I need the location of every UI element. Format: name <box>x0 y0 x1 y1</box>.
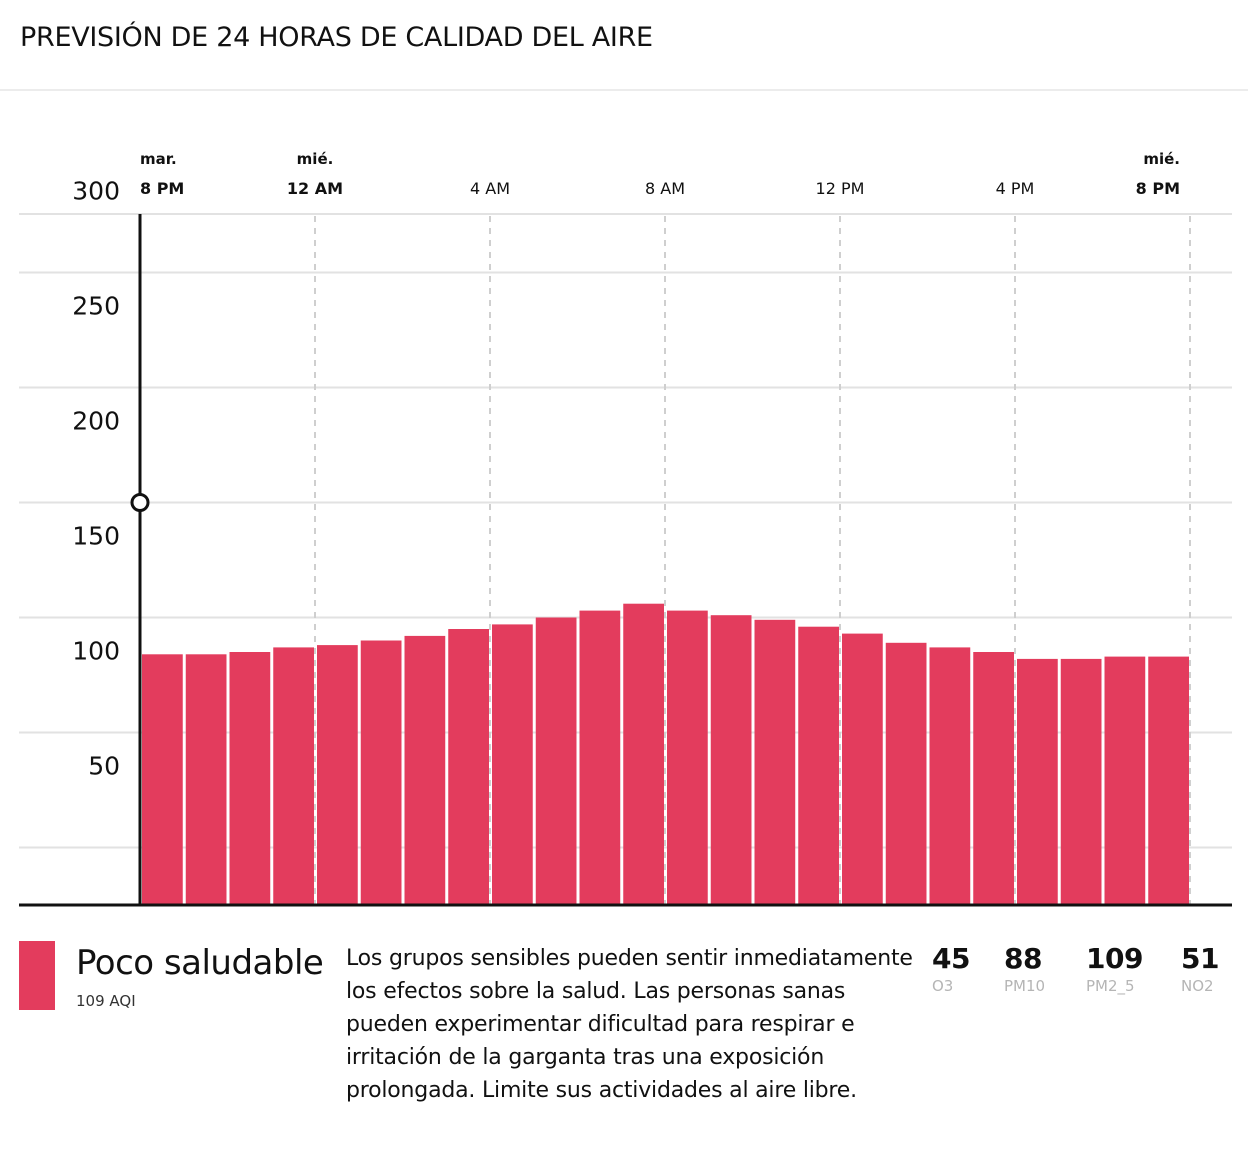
bar-4-am <box>492 624 533 905</box>
bar-1-am <box>360 640 402 905</box>
pollutant-value: 109 <box>1086 942 1143 975</box>
x-tick-day: mié. <box>297 150 334 168</box>
bar-12-am <box>317 645 358 905</box>
x-tick-day: mar. <box>140 150 177 168</box>
x-tick-time: 4 PM <box>996 179 1035 198</box>
pollutant-readouts: 45 O3 88 PM10 109 PM2_5 51 NO2 <box>0 942 1248 1022</box>
health-advice-text: Los grupos sensibles pueden sentir inmed… <box>346 946 913 1103</box>
pollutant-label: NO2 <box>1181 977 1214 995</box>
pollutant-pm10: 88 PM10 <box>1004 942 1045 995</box>
bar-7-pm <box>1148 656 1189 905</box>
y-tick-label: 50 <box>88 752 120 781</box>
bar-12-pm <box>842 633 883 905</box>
aqi-level-name: Poco saludable <box>76 943 324 983</box>
y-tick-label: 150 <box>72 522 120 551</box>
aqi-forecast-chart: 50 100 150 200 250 300 mar. 8 PM mié. 12 AM 4 AM 8 … <box>19 150 1232 907</box>
pollutant-o3: 45 O3 <box>932 942 970 995</box>
bar-6-pm <box>1104 656 1146 905</box>
pollutant-value: 51 <box>1181 942 1219 975</box>
bar-2-pm <box>929 647 971 905</box>
bar-7-am <box>623 603 664 905</box>
bar-9-am <box>710 615 752 905</box>
pollutant-label: O3 <box>932 977 954 995</box>
x-tick-time: 12 AM <box>287 179 343 198</box>
x-tick-time: 8 PM <box>140 179 184 198</box>
bar-3-pm <box>973 652 1014 905</box>
bar-9-pm <box>185 654 227 905</box>
bar-4-pm <box>1017 658 1058 905</box>
y-tick-label: 200 <box>72 407 120 436</box>
bar-6-am <box>579 610 621 905</box>
level-color-swatch <box>19 941 55 1010</box>
pollutant-value: 88 <box>1004 942 1042 975</box>
pollutant-value: 45 <box>932 942 970 975</box>
aqi-value-label: 109 AQI <box>76 992 136 1010</box>
bar-10-am <box>754 619 796 905</box>
y-tick-label: 100 <box>72 637 120 666</box>
bar-8-pm <box>142 654 183 905</box>
x-tick-time: 8 PM <box>1136 179 1180 198</box>
pollutant-pm2-5: 109 PM2_5 <box>1086 942 1143 995</box>
y-tick-label: 300 <box>72 177 120 206</box>
x-tick-time: 12 PM <box>816 179 865 198</box>
x-tick-time: 4 AM <box>470 179 510 198</box>
pollutant-label: PM10 <box>1004 977 1046 995</box>
bar-10-pm <box>229 652 271 905</box>
pollutant-label: PM2_5 <box>1086 977 1135 995</box>
x-tick-time: 8 AM <box>645 179 685 198</box>
title-divider <box>0 89 1248 91</box>
bar-11-am <box>798 626 839 905</box>
bar-2-am <box>404 635 446 905</box>
x-tick-day: mié. <box>1143 150 1180 168</box>
page-title: PREVISIÓN DE 24 HORAS DE CALIDAD DEL AIR… <box>20 22 653 53</box>
bar-8-am <box>667 610 708 905</box>
bar-5-am <box>535 617 577 905</box>
y-tick-label: 250 <box>72 292 120 321</box>
bar-11-pm <box>273 647 314 905</box>
bar-1-pm <box>885 642 927 905</box>
bar-3-am <box>448 629 489 905</box>
bar-5-pm <box>1060 658 1102 905</box>
current-time-marker <box>130 493 150 512</box>
pollutant-no2: 51 NO2 <box>1181 942 1219 995</box>
